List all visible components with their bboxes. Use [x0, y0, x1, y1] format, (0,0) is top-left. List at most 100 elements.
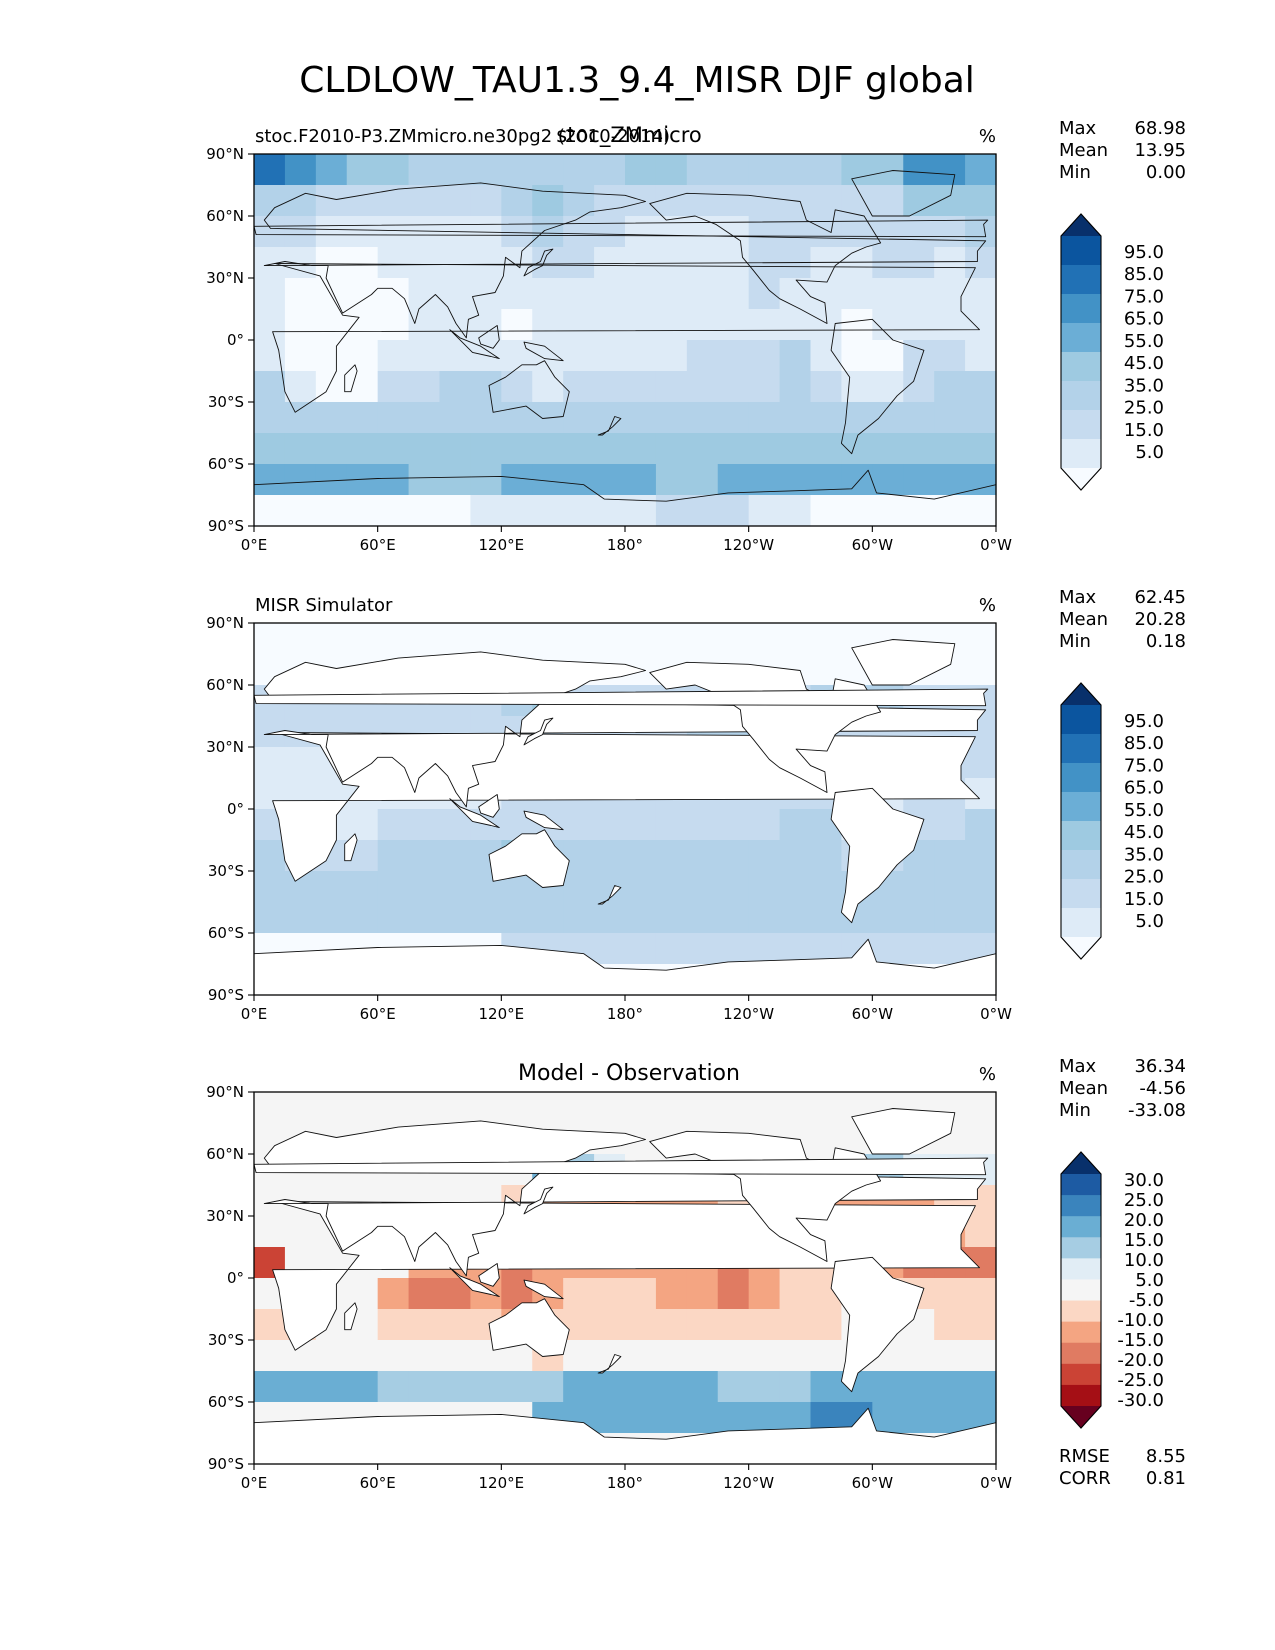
- lat-tick-label: 60°S: [208, 455, 244, 473]
- heatmap-cell: [532, 433, 564, 465]
- heatmap-cell: [563, 371, 595, 403]
- heatmap-cell: [872, 340, 904, 372]
- landmass-greenland: [851, 1108, 956, 1155]
- heatmap-cell: [501, 495, 533, 527]
- heatmap-cell: [625, 216, 657, 248]
- heatmap-cell: [594, 433, 626, 465]
- heatmap-cell: [655, 278, 688, 310]
- colorbar-segment: [1061, 1258, 1101, 1280]
- landmass-australia: [488, 829, 570, 888]
- colorbar-segment: [1061, 439, 1101, 469]
- heatmap-cell: [346, 309, 379, 341]
- chart-panel-3: 90°N 60°N 30°N 0° 30°S 60°S 90°S0°E 60°E 120°E 18…: [206, 1056, 1186, 1492]
- lon-tick-label: 60°E: [360, 1474, 396, 1492]
- colorbar-level-label: 5.0: [1135, 1270, 1164, 1291]
- heatmap-cell: [594, 809, 626, 841]
- stat-label: Mean: [1059, 140, 1108, 161]
- heatmap-cell: [594, 933, 626, 965]
- heatmap-cell: [686, 1402, 719, 1434]
- heatmap-cell: [655, 495, 688, 527]
- heatmap-cell: [655, 1402, 688, 1434]
- heatmap-cell: [965, 278, 997, 310]
- heatmap-cell: [748, 309, 781, 341]
- colorbar-segment: [1061, 879, 1101, 909]
- heatmap-cell: [563, 902, 595, 934]
- landmass-europe-asia: [263, 651, 987, 808]
- heatmap-cell: [439, 433, 472, 465]
- heatmap-cell: [655, 371, 688, 403]
- heatmap-cell: [408, 1309, 441, 1341]
- landmass-south-america: [830, 787, 925, 924]
- heatmap-cell: [686, 495, 719, 527]
- heatmap-cell: [563, 154, 595, 186]
- heatmap-cell: [965, 495, 997, 527]
- heatmap-cell: [346, 340, 379, 372]
- heatmap-cell: [779, 154, 812, 186]
- stat-value: 0.00: [1146, 162, 1186, 183]
- heatmap-cell: [965, 871, 997, 903]
- heatmap-cell: [594, 185, 626, 217]
- heatmap-cell: [346, 495, 379, 527]
- heatmap-cell: [841, 495, 873, 527]
- heatmap-cell: [315, 154, 348, 186]
- colorbar-segment: [1061, 1279, 1101, 1302]
- heatmap-cell: [408, 433, 441, 465]
- heatmap-cell: [284, 1371, 317, 1403]
- heatmap-cell: [284, 371, 317, 403]
- heatmap-cell: [779, 1309, 812, 1341]
- coastlines: [254, 1108, 996, 1464]
- heatmap-cell: [965, 402, 997, 434]
- heatmap-cell: [625, 371, 657, 403]
- heatmap-cell: [717, 340, 750, 372]
- heatmap-cell: [532, 1371, 564, 1403]
- heatmap-cell: [315, 309, 348, 341]
- heatmap-cell: [748, 623, 781, 655]
- chart-panel-2: 90°N 60°N 30°N 0° 30°S 60°S 90°S0°E 60°E 120°E 18…: [206, 587, 1186, 1023]
- heatmap-cell: [532, 154, 564, 186]
- colorbar-level-label: 10.0: [1124, 1250, 1164, 1271]
- heatmap-cell: [625, 247, 657, 279]
- colorbar-level-label: 95.0: [1124, 242, 1164, 263]
- heatmap-cell: [965, 902, 997, 934]
- heatmap-cell: [315, 1371, 348, 1403]
- heatmap-cell: [779, 216, 812, 248]
- heatmap-cell: [254, 371, 286, 403]
- heatmap-cell: [717, 1278, 750, 1310]
- heatmap-cell: [408, 1340, 441, 1372]
- landmass-antarctica: [254, 938, 996, 995]
- heatmap-cell: [594, 371, 626, 403]
- heatmap-cell: [655, 933, 688, 965]
- colorbar-level-label: 65.0: [1124, 309, 1164, 330]
- heatmap-cell: [625, 309, 657, 341]
- heatmap-cell: [346, 1340, 379, 1372]
- heatmap-cell: [408, 371, 441, 403]
- heatmap-cell: [934, 495, 966, 527]
- heatmap-cell: [254, 402, 286, 434]
- heatmap-cell: [532, 309, 564, 341]
- heatmap-cell: [501, 371, 533, 403]
- heatmap-cell: [903, 1371, 935, 1403]
- heatmap-cell: [501, 278, 533, 310]
- lon-tick-label: 0°W: [980, 1474, 1012, 1492]
- stat-value: -4.56: [1139, 1078, 1186, 1099]
- heatmap-cell: [254, 1340, 286, 1372]
- heatmap-cell: [439, 623, 472, 655]
- landmass-madagascar: [344, 833, 358, 862]
- heatmap-cell: [408, 871, 441, 903]
- landmass-japan: [523, 717, 554, 746]
- heatmap-cell: [686, 871, 719, 903]
- heatmap-cell: [625, 1309, 657, 1341]
- colorbar-level-label: 5.0: [1135, 442, 1164, 463]
- colorbar-level-label: 15.0: [1124, 1230, 1164, 1251]
- landmass-antarctica: [254, 469, 996, 526]
- stat-label: Max: [1059, 118, 1097, 139]
- heatmap-cell: [965, 154, 997, 186]
- heatmap-cell: [686, 933, 719, 965]
- heatmap-cell: [315, 340, 348, 372]
- heatmap-cell: [315, 623, 348, 655]
- lon-tick-label: 60°W: [852, 1474, 894, 1492]
- heatmap-cell: [655, 809, 688, 841]
- heatmap-cell: [470, 402, 502, 434]
- heatmap-cell: [470, 902, 502, 934]
- heatmap-cell: [625, 1092, 657, 1124]
